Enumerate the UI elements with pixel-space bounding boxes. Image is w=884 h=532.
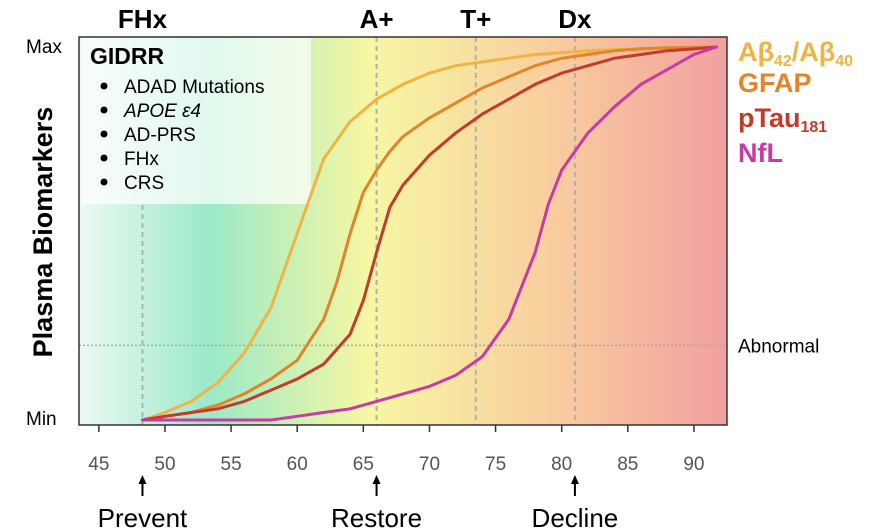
stage-label-t: T+ [460,4,491,34]
series-label-ptau: pTau181 [738,103,827,136]
x-tick-label-70: 70 [419,454,440,475]
legend-item-crs: CRS [124,173,164,194]
series-label-gfap: GFAP [738,68,812,98]
x-tick-label-80: 80 [551,454,572,475]
x-tick-label-50: 50 [154,454,175,475]
gidrr-legend-items: ADAD Mutations APOE ε4 AD-PRS FHx CRS [100,77,264,194]
stage-label-a: A+ [360,4,394,34]
x-tick-label-90: 90 [683,454,704,475]
series-line-3 [141,45,718,422]
gidrr-legend-box [82,38,311,204]
stage-label-dx: Dx [558,4,592,34]
plot-frame [78,36,728,426]
up-arrow-icon [138,475,147,484]
legend-item-apoe: APOE ε4 [123,101,201,122]
bullet-icon [100,130,108,138]
up-arrow-icon [372,475,381,484]
x-tick-label-85: 85 [617,454,638,475]
legend-item-adad-mutations: ADAD Mutations [124,77,264,98]
up-arrow-icon [570,475,579,484]
y-axis-title: Plasma Biomarkers [28,107,58,358]
x-tick-label-55: 55 [221,454,242,475]
y-tick-min: Min [26,409,57,430]
intervention-label-restore: Restore [331,503,422,532]
y-tick-max: Max [26,37,62,58]
bullet-icon [100,154,108,162]
bullet-icon [100,178,108,186]
legend-item-ad-prs: AD-PRS [124,125,196,146]
stage-labels: FHx A+ T+ Dx [118,4,592,34]
x-tick-label-45: 45 [88,454,109,475]
bullet-icon [100,106,108,114]
series-label-abeta: Aβ42/Aβ40 [738,37,853,70]
intervention-label-prevent: Prevent [98,503,188,532]
series-lines [141,45,718,422]
gidrr-legend-title: GIDRR [90,43,165,69]
x-tick-label-75: 75 [485,454,506,475]
intervention-labels: Prevent Restore Decline [98,475,619,532]
bullet-icon [100,82,108,90]
series-label-nfl: NfL [738,138,783,168]
stage-label-fhx: FHx [118,4,168,34]
series-labels: Aβ42/Aβ40 GFAP pTau181 NfL [738,37,853,168]
series-line-1 [141,45,718,422]
legend-item-fhx: FHx [124,149,159,170]
intervention-label-decline: Decline [532,503,619,532]
series-line-2 [141,45,718,422]
abnormal-label: Abnormal [738,336,819,357]
x-tick-label-65: 65 [353,454,374,475]
x-axis: 45 50 55 60 65 70 75 80 85 90 [88,425,705,475]
stage-lines [141,37,576,425]
x-tick-label-60: 60 [287,454,308,475]
